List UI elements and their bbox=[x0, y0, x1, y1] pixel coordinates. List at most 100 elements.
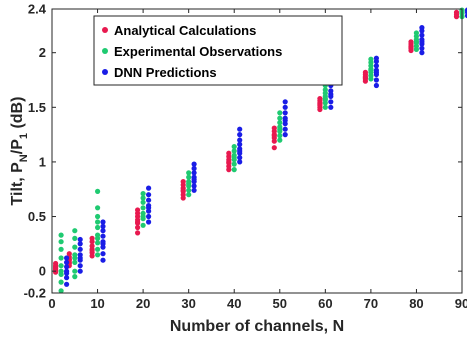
data-point-series-2 bbox=[282, 117, 288, 123]
data-point-series-2 bbox=[373, 77, 379, 83]
x-tick-label: 20 bbox=[136, 296, 150, 311]
data-point-series-1 bbox=[231, 161, 237, 167]
points-layer bbox=[53, 7, 467, 294]
data-point-series-0 bbox=[362, 69, 368, 75]
data-point-series-2 bbox=[282, 104, 288, 110]
data-point-series-1 bbox=[58, 255, 64, 261]
data-point-series-0 bbox=[453, 9, 460, 15]
legend-label-analytical: Analytical Calculations bbox=[114, 23, 256, 38]
x-tick-label: 80 bbox=[409, 296, 423, 311]
data-point-series-2 bbox=[237, 126, 243, 132]
data-point-series-2 bbox=[64, 281, 70, 287]
data-point-series-1 bbox=[140, 199, 146, 205]
y-axis-title-part-3: (dB) bbox=[9, 97, 26, 133]
data-point-series-1 bbox=[58, 279, 64, 285]
data-point-series-2 bbox=[464, 7, 467, 13]
data-point-series-1 bbox=[322, 104, 328, 110]
data-point-series-2 bbox=[77, 236, 83, 243]
data-point-series-1 bbox=[140, 205, 146, 211]
y-tick-label: 2 bbox=[39, 45, 46, 60]
data-point-series-1 bbox=[140, 195, 146, 201]
y-axis-title-part-2: /P bbox=[9, 139, 26, 154]
y-tick-label: -0.2 bbox=[24, 286, 46, 301]
data-point-series-2 bbox=[373, 55, 379, 61]
data-point-series-1 bbox=[140, 222, 146, 228]
data-point-series-2 bbox=[64, 270, 70, 276]
data-point-series-0 bbox=[271, 125, 277, 131]
data-point-series-2 bbox=[100, 257, 106, 263]
data-point-series-2 bbox=[191, 170, 197, 176]
x-tick-label: 90 bbox=[455, 296, 467, 311]
data-point-series-1 bbox=[277, 133, 283, 139]
data-point-series-1 bbox=[413, 39, 419, 45]
y-axis-title-sub-1: 1 bbox=[18, 133, 30, 139]
x-tick-label: 0 bbox=[48, 296, 55, 311]
data-point-series-0 bbox=[89, 243, 95, 249]
data-point-series-2 bbox=[100, 223, 106, 229]
data-point-series-1 bbox=[72, 259, 78, 265]
data-point-series-2 bbox=[191, 183, 197, 189]
data-point-series-1 bbox=[95, 224, 101, 231]
data-point-series-1 bbox=[277, 115, 283, 121]
data-point-series-1 bbox=[95, 240, 101, 246]
data-point-series-1 bbox=[95, 205, 101, 211]
x-tick-label: 60 bbox=[318, 296, 332, 311]
y-tick-label: 1.5 bbox=[28, 100, 46, 115]
data-point-series-2 bbox=[191, 161, 197, 167]
data-point-series-2 bbox=[100, 228, 106, 234]
x-tick-labels: 0 10 20 30 40 50 60 70 80 90 bbox=[48, 296, 467, 311]
y-tick-labels: -0.2 0 0.5 1 1.5 2 2.4 bbox=[24, 2, 47, 301]
data-point-series-2 bbox=[237, 155, 243, 161]
y-tick-label: 0.5 bbox=[28, 209, 46, 224]
data-point-series-2 bbox=[77, 268, 83, 274]
data-point-series-2 bbox=[373, 82, 379, 89]
data-point-series-2 bbox=[328, 91, 334, 97]
axes-layer bbox=[51, 8, 463, 294]
y-tick-label: 1 bbox=[39, 154, 46, 169]
data-point-series-2 bbox=[146, 205, 152, 211]
data-point-series-1 bbox=[140, 191, 146, 197]
legend-box bbox=[93, 15, 343, 86]
data-point-series-0 bbox=[408, 39, 414, 45]
data-point-series-2 bbox=[191, 176, 197, 182]
x-tick-label: 70 bbox=[364, 296, 378, 311]
data-point-series-1 bbox=[58, 246, 64, 252]
data-point-series-1 bbox=[72, 268, 78, 274]
data-point-series-2 bbox=[146, 213, 152, 220]
data-point-series-1 bbox=[231, 144, 237, 150]
data-point-series-2 bbox=[237, 159, 243, 165]
data-point-series-1 bbox=[58, 288, 64, 294]
y-axis-title: Tilt, PN/P1 (dB) bbox=[9, 97, 30, 206]
data-point-series-1 bbox=[186, 174, 192, 180]
data-point-series-0 bbox=[135, 230, 141, 236]
legend-marker-dnn bbox=[102, 69, 108, 75]
data-point-series-2 bbox=[419, 45, 425, 51]
data-point-series-2 bbox=[146, 197, 152, 203]
data-point-series-2 bbox=[64, 275, 70, 281]
data-point-series-1 bbox=[58, 232, 64, 238]
data-point-series-1 bbox=[72, 255, 78, 261]
data-point-series-1 bbox=[322, 96, 328, 102]
data-point-series-1 bbox=[186, 187, 192, 193]
data-point-series-1 bbox=[231, 148, 237, 154]
data-point-series-0 bbox=[66, 251, 72, 257]
data-point-series-1 bbox=[186, 170, 192, 176]
data-point-series-2 bbox=[419, 32, 425, 38]
data-point-series-2 bbox=[77, 255, 83, 261]
data-point-series-2 bbox=[146, 192, 152, 198]
data-point-series-2 bbox=[146, 219, 152, 225]
data-point-series-2 bbox=[282, 132, 288, 138]
data-point-series-0 bbox=[135, 219, 141, 225]
data-point-series-1 bbox=[58, 268, 64, 274]
data-point-series-1 bbox=[413, 30, 419, 36]
data-point-series-1 bbox=[72, 274, 78, 280]
data-point-series-0 bbox=[271, 133, 277, 139]
data-point-series-1 bbox=[95, 219, 101, 225]
data-point-series-0 bbox=[180, 187, 186, 193]
data-point-series-2 bbox=[77, 246, 83, 252]
data-point-series-0 bbox=[53, 266, 59, 272]
data-point-series-2 bbox=[282, 99, 288, 105]
data-point-series-0 bbox=[135, 207, 141, 213]
data-point-series-2 bbox=[328, 99, 334, 105]
